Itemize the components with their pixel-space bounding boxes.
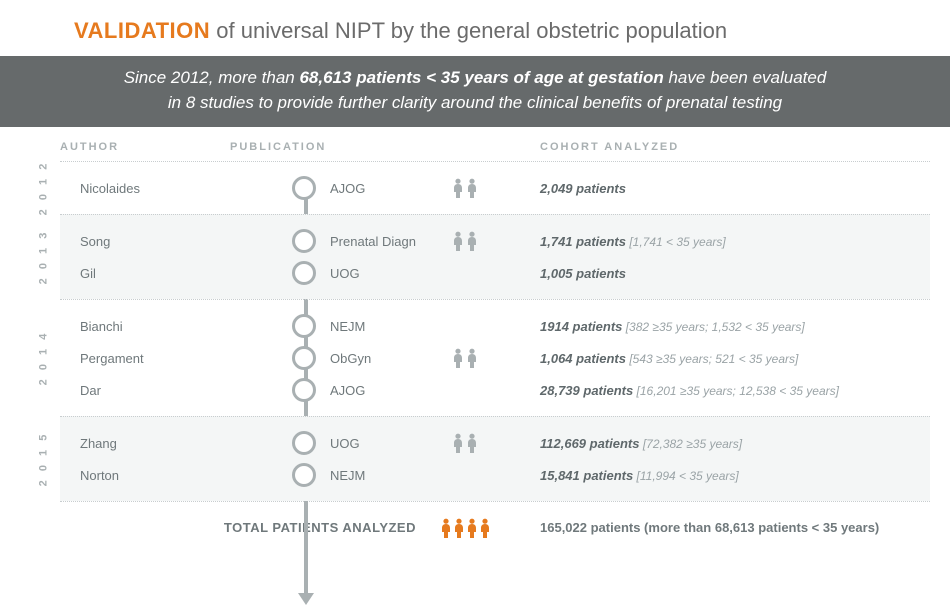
title-rest: of universal NIPT by the general obstetr… bbox=[210, 18, 727, 43]
author-cell: Nicolaides bbox=[60, 181, 230, 196]
publication-cell: NEJM bbox=[230, 319, 430, 334]
banner-bold: 68,613 patients < 35 years of age at ges… bbox=[299, 68, 663, 87]
banner-pre: Since 2012, more than bbox=[124, 68, 300, 87]
year-block-2013: 2 0 1 3SongPrenatal Diagn1,741 patients … bbox=[60, 214, 930, 299]
publication-name: AJOG bbox=[330, 383, 365, 398]
publication-cell: AJOG bbox=[230, 383, 430, 398]
banner-post: have been evaluated bbox=[664, 68, 827, 87]
study-row: Dar AJOG 28,739 patients [16,201 ≥35 years… bbox=[60, 374, 930, 406]
cohort-icon-cell bbox=[430, 178, 500, 198]
year-block-2014: 2 0 1 4BianchiNEJM1914 patients [382 ≥35… bbox=[60, 299, 930, 416]
cohort-bold: 2,049 patients bbox=[540, 181, 626, 196]
publication-name: UOG bbox=[330, 266, 360, 281]
author-cell: Dar bbox=[60, 383, 230, 398]
year-block-2015: 2 0 1 5ZhangUOG112,669 patients [72,382 … bbox=[60, 416, 930, 501]
timeline-node-icon bbox=[292, 314, 316, 338]
cohort-bold: 1914 patients bbox=[540, 319, 622, 334]
cohort-note: [16,201 ≥35 years; 12,538 < 35 years] bbox=[633, 384, 839, 398]
total-text: 165,022 patients (more than 68,613 patie… bbox=[500, 520, 930, 535]
publication-name: UOG bbox=[330, 436, 360, 451]
header-cohort: COHORT ANALYZED bbox=[430, 141, 679, 153]
publication-name: Prenatal Diagn bbox=[330, 234, 416, 249]
cohort-bold: 1,064 patients bbox=[540, 351, 626, 366]
publication-name: NEJM bbox=[330, 319, 365, 334]
title-highlight: VALIDATION bbox=[74, 18, 210, 43]
year-label: 2 0 1 3 bbox=[37, 230, 49, 285]
cohort-cell: 15,841 patients [11,994 < 35 years] bbox=[500, 468, 930, 483]
cohort-icon-cell bbox=[430, 348, 500, 368]
timeline-node-icon bbox=[292, 261, 316, 285]
cohort-cell: 112,669 patients [72,382 ≥35 years] bbox=[500, 436, 930, 451]
author-cell: Zhang bbox=[60, 436, 230, 451]
study-row: Nicolaides AJOG 2,049 patients bbox=[60, 172, 930, 204]
timeline-node-icon bbox=[292, 346, 316, 370]
cohort-bold: 15,841 patients bbox=[540, 468, 633, 483]
publication-name: NEJM bbox=[330, 468, 365, 483]
year-block-2012: 2 0 1 2NicolaidesAJOG2,049 patients bbox=[60, 161, 930, 214]
study-row: Bianchi NEJM 1914 patients [382 ≥35 years;… bbox=[60, 310, 930, 342]
author-cell: Gil bbox=[60, 266, 230, 281]
publication-cell: ObGyn bbox=[230, 351, 430, 366]
year-label: 2 0 1 5 bbox=[37, 432, 49, 487]
column-headers: AUTHOR PUBLICATION COHORT ANALYZED bbox=[60, 127, 930, 161]
study-row: Norton NEJM 15,841 patients [11,994 < 35 y… bbox=[60, 459, 930, 491]
year-label: 2 0 1 4 bbox=[37, 331, 49, 386]
timeline-node-icon bbox=[292, 378, 316, 402]
timeline-node-icon bbox=[292, 229, 316, 253]
publication-cell: AJOG bbox=[230, 181, 430, 196]
cohort-note: [1,741 < 35 years] bbox=[626, 235, 726, 249]
person-icon bbox=[466, 231, 478, 251]
total-label: TOTAL PATIENTS ANALYZED bbox=[60, 520, 430, 535]
cohort-cell: 2,049 patients bbox=[500, 181, 930, 196]
timeline-node-icon bbox=[292, 431, 316, 455]
author-cell: Norton bbox=[60, 468, 230, 483]
year-label: 2 0 1 2 bbox=[37, 161, 49, 216]
cohort-icon-cell bbox=[430, 231, 500, 251]
timeline-node-icon bbox=[292, 463, 316, 487]
summary-banner: Since 2012, more than 68,613 patients < … bbox=[0, 56, 950, 127]
study-row: Song Prenatal Diagn 1,741 patients [1,741 … bbox=[60, 225, 930, 257]
cohort-bold: 112,669 patients bbox=[540, 436, 639, 451]
person-icon bbox=[452, 178, 464, 198]
publication-name: ObGyn bbox=[330, 351, 371, 366]
publication-name: AJOG bbox=[330, 181, 365, 196]
person-icon bbox=[452, 231, 464, 251]
timeline-node-icon bbox=[292, 176, 316, 200]
person-icon bbox=[466, 348, 478, 368]
study-row: Gil UOG 1,005 patients bbox=[60, 257, 930, 289]
study-row: Zhang UOG 112,669 patients [72,382 ≥35 yea… bbox=[60, 427, 930, 459]
author-cell: Bianchi bbox=[60, 319, 230, 334]
banner-line2: in 8 studies to provide further clarity … bbox=[168, 93, 782, 112]
cohort-cell: 1,005 patients bbox=[500, 266, 930, 281]
cohort-icon-cell bbox=[430, 433, 500, 453]
publication-cell: UOG bbox=[230, 436, 430, 451]
cohort-cell: 1,064 patients [543 ≥35 years; 521 < 35 … bbox=[500, 351, 930, 366]
cohort-note: [72,382 ≥35 years] bbox=[639, 437, 742, 451]
study-row: Pergament ObGyn 1,064 patients [543 ≥35 ye… bbox=[60, 342, 930, 374]
cohort-note: [382 ≥35 years; 1,532 < 35 years] bbox=[622, 320, 804, 334]
author-cell: Pergament bbox=[60, 351, 230, 366]
cohort-cell: 1914 patients [382 ≥35 years; 1,532 < 35… bbox=[500, 319, 930, 334]
person-icon bbox=[466, 433, 478, 453]
cohort-note: [543 ≥35 years; 521 < 35 years] bbox=[626, 352, 798, 366]
person-icon bbox=[452, 433, 464, 453]
cohort-cell: 1,741 patients [1,741 < 35 years] bbox=[500, 234, 930, 249]
page-title: VALIDATION of universal NIPT by the gene… bbox=[0, 0, 950, 56]
cohort-note: [11,994 < 35 years] bbox=[633, 469, 739, 483]
publication-cell: UOG bbox=[230, 266, 430, 281]
header-publication: PUBLICATION bbox=[230, 141, 430, 153]
publication-cell: Prenatal Diagn bbox=[230, 234, 430, 249]
cohort-bold: 1,005 patients bbox=[540, 266, 626, 281]
author-cell: Song bbox=[60, 234, 230, 249]
cohort-bold: 28,739 patients bbox=[540, 383, 633, 398]
person-icon bbox=[466, 178, 478, 198]
person-icon bbox=[452, 348, 464, 368]
total-row: TOTAL PATIENTS ANALYZED 165,022 patients… bbox=[60, 501, 930, 547]
publication-cell: NEJM bbox=[230, 468, 430, 483]
header-author: AUTHOR bbox=[60, 141, 230, 153]
timeline-content: AUTHOR PUBLICATION COHORT ANALYZED 2 0 1… bbox=[0, 127, 950, 547]
cohort-bold: 1,741 patients bbox=[540, 234, 626, 249]
cohort-cell: 28,739 patients [16,201 ≥35 years; 12,53… bbox=[500, 383, 930, 398]
